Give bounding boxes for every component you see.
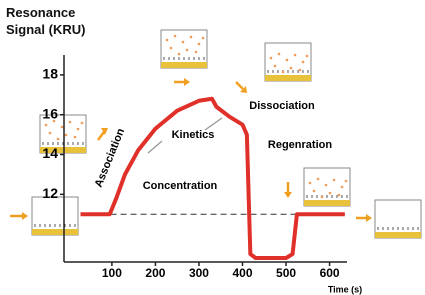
y-tick-label: 18 [42, 66, 58, 82]
y-tick-label: 12 [42, 185, 58, 201]
x-tick-label: 300 [189, 266, 209, 280]
chart: 12141618100200300400500600Time (s)Associ… [0, 0, 425, 295]
x-tick-label: 600 [320, 266, 340, 280]
x-axis-label: Time (s) [328, 284, 362, 294]
y-tick-label: 14 [42, 145, 58, 161]
annotation: Regenration [268, 139, 332, 151]
page: Resonance Signal (KRU) 12141618100200300… [0, 0, 425, 295]
y-tick-label: 16 [42, 105, 58, 121]
x-tick-label: 500 [276, 266, 296, 280]
icons [32, 30, 421, 238]
x-tick-label: 100 [102, 266, 122, 280]
annotation: Dissociation [249, 100, 315, 112]
annotation: Concentration [143, 180, 218, 192]
annotation: Kinetics [172, 129, 215, 141]
x-tick-label: 200 [145, 266, 165, 280]
x-tick-label: 400 [232, 266, 252, 280]
